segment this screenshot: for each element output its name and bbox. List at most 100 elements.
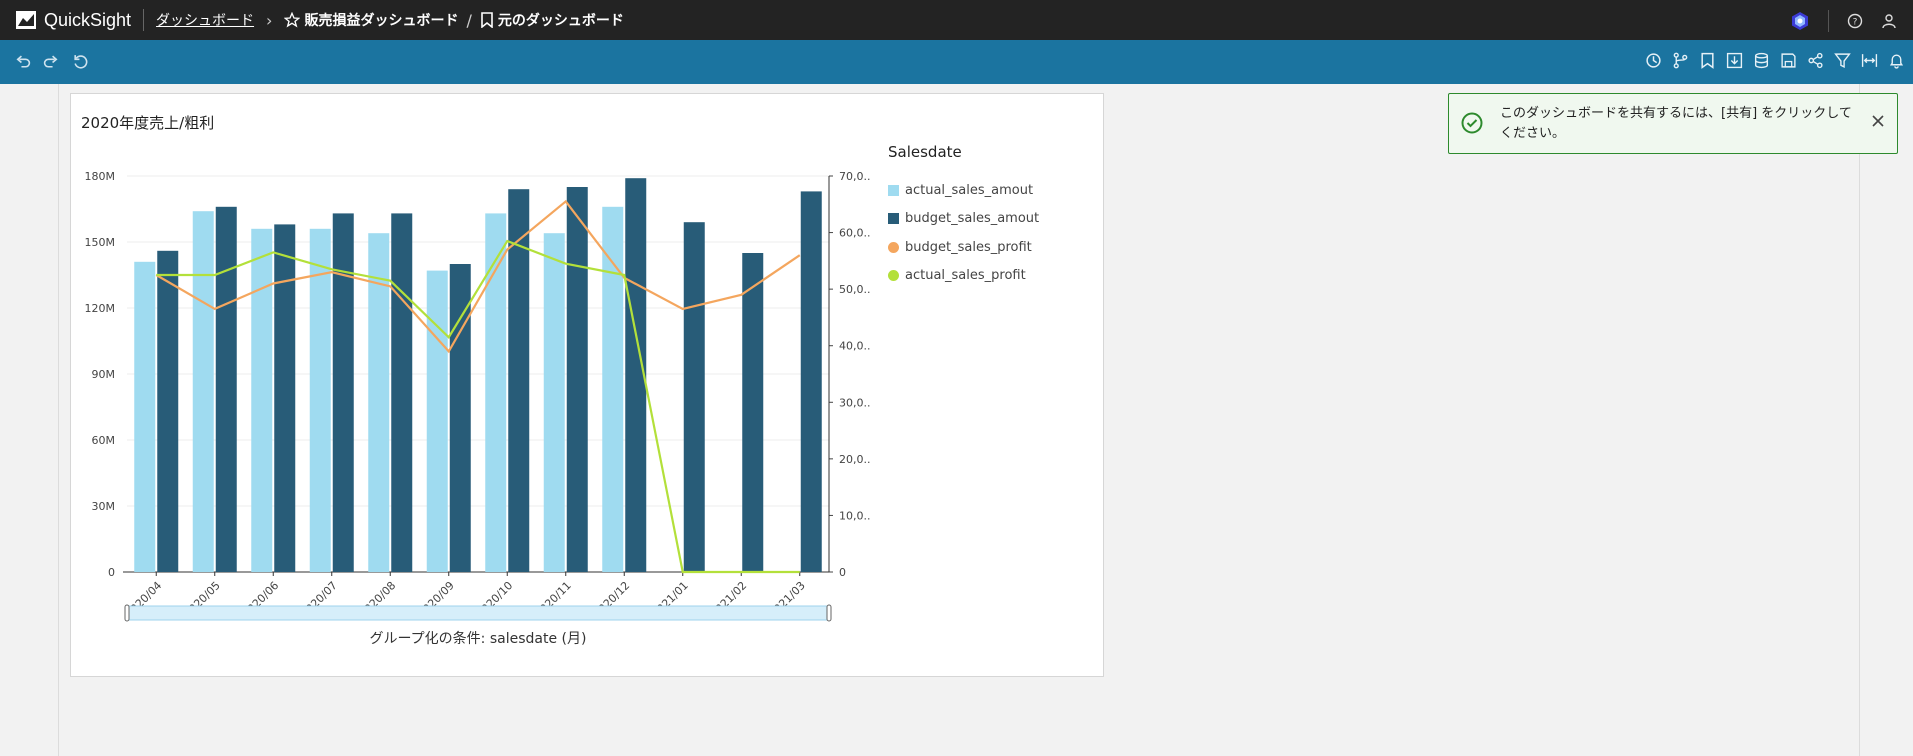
visual-card-combo-chart[interactable]: 2020年度売上/粗利 Salesdate actual_sales_amout… <box>70 93 1104 677</box>
user-icon[interactable] <box>1881 13 1897 29</box>
filter-icon[interactable] <box>1834 52 1851 69</box>
legend-swatch <box>888 241 899 253</box>
dashboard-name[interactable]: 販売損益ダッシュボード <box>284 10 458 30</box>
range-slider-handle-left <box>124 604 130 622</box>
bar-budget-sales-amout <box>800 191 822 572</box>
toolbar-actions <box>1645 52 1905 69</box>
branch-icon[interactable] <box>1672 52 1689 69</box>
bar-budget-sales-amout <box>274 224 296 572</box>
right-axis-tick-label: 0 <box>839 566 846 579</box>
schedule-clock-icon[interactable] <box>1645 52 1662 69</box>
line-actual-sales-profit <box>156 239 800 574</box>
legend-swatch <box>888 270 899 282</box>
success-check-icon <box>1461 112 1483 134</box>
divider <box>143 9 145 31</box>
original-dashboard-label: 元のダッシュボード <box>497 13 624 29</box>
bookmark-icon <box>481 12 493 28</box>
left-axis-tick-label: 30M <box>92 500 116 513</box>
save-icon[interactable] <box>1780 52 1797 69</box>
bar-actual-sales-amout <box>543 233 565 572</box>
undo-icon[interactable] <box>14 54 31 71</box>
history-controls <box>14 54 89 71</box>
range-slider-label: グループ化の条件: salesdate (月) <box>370 630 587 647</box>
right-axis-tick-label: 70,0... <box>839 170 871 183</box>
bar-budget-sales-amout <box>391 213 413 572</box>
bar-budget-sales-amout <box>449 264 471 572</box>
bar-actual-sales-amout <box>309 228 331 573</box>
legend-title: Salesdate <box>888 143 962 161</box>
canvas-left-boundary <box>58 84 59 756</box>
legend-item-budget-sales-amout[interactable]: budget_sales_amout <box>888 205 1039 234</box>
legend-swatch <box>888 184 899 196</box>
bar-budget-sales-amout <box>157 250 179 573</box>
legend-swatch <box>888 213 899 225</box>
slash-divider: / <box>466 10 472 30</box>
top-navigation-bar: QuickSight ダッシュボード › 販売損益ダッシュボード / 元のダッシ… <box>0 0 1913 40</box>
left-axis-tick-label: 60M <box>92 434 116 447</box>
chart-plot[interactable]: 0 30M 60M 90M 120M 150M 180M 0 10,0... 20,0... 30,… <box>71 154 872 674</box>
bookmark-toolbar-icon[interactable] <box>1699 52 1716 69</box>
legend-item-actual-sales-profit[interactable]: actual_sales_profit <box>888 262 1039 291</box>
bar-actual-sales-amout <box>426 270 448 572</box>
chevron-right-icon: › <box>266 10 273 30</box>
right-axis-tick-label: 60,0... <box>839 227 871 240</box>
redo-icon[interactable] <box>43 54 60 71</box>
left-axis-tick-label: 180M <box>85 170 116 183</box>
legend-label: budget_sales_profit <box>905 239 1032 255</box>
range-slider-handle-right <box>826 604 832 622</box>
bar-actual-sales-amout <box>134 261 156 572</box>
breadcrumb-dashboards-link[interactable]: ダッシュボード <box>156 13 255 29</box>
bar-budget-sales-amout <box>332 213 354 572</box>
left-axis-tick-label: 120M <box>85 302 116 315</box>
right-axis-tick-label: 20,0... <box>839 453 871 466</box>
line-budget-sales-profit <box>155 199 801 354</box>
divider <box>1828 10 1829 32</box>
top-right-controls: ? <box>1790 10 1897 32</box>
right-axis-tick-label: 50,0... <box>839 283 871 296</box>
quicksight-logo[interactable]: QuickSight <box>16 10 131 31</box>
bar-budget-sales-amout <box>742 253 764 572</box>
left-axis-tick-label: 0 <box>108 566 115 579</box>
left-axis-tick-label: 90M <box>92 368 116 381</box>
close-icon[interactable] <box>1871 114 1885 128</box>
share-icon[interactable] <box>1807 52 1824 69</box>
dashboard-name-label: 販売損益ダッシュボード <box>304 13 459 29</box>
star-icon[interactable] <box>284 12 301 28</box>
right-axis-tick-label: 10,0... <box>839 509 871 522</box>
original-dashboard-link[interactable]: 元のダッシュボード <box>480 10 624 30</box>
canvas-right-boundary <box>1859 84 1860 756</box>
chart-title: 2020年度売上/粗利 <box>81 114 215 132</box>
right-axis-tick-label: 30,0... <box>839 396 871 409</box>
bar-budget-sales-amout <box>566 187 588 572</box>
bar-actual-sales-amout <box>485 213 507 572</box>
dataset-icon[interactable] <box>1753 52 1770 69</box>
bar-budget-sales-amout <box>683 222 705 572</box>
export-download-icon[interactable] <box>1726 52 1743 69</box>
svg-text:?: ? <box>1853 18 1858 28</box>
legend-label: actual_sales_amout <box>905 182 1034 198</box>
legend-label: actual_sales_profit <box>905 268 1026 284</box>
bar-budget-sales-amout <box>625 178 647 572</box>
help-icon[interactable]: ? <box>1847 13 1863 29</box>
bar-actual-sales-amout <box>192 211 214 572</box>
dashboard-toolbar <box>0 40 1913 84</box>
reset-icon[interactable] <box>72 54 89 71</box>
fit-width-icon[interactable] <box>1861 52 1878 69</box>
quicksight-logo-icon <box>16 11 36 29</box>
bar-actual-sales-amout <box>251 228 273 573</box>
notification-bell-icon[interactable] <box>1888 52 1905 69</box>
brand-name: QuickSight <box>44 9 132 30</box>
bar-budget-sales-amout <box>508 189 530 572</box>
legend-label: budget_sales_amout <box>905 211 1040 227</box>
right-axis-tick-label: 40,0... <box>839 340 871 353</box>
bar-actual-sales-amout <box>368 233 390 572</box>
amazon-q-icon[interactable] <box>1790 11 1810 31</box>
left-axis-tick-label: 150M <box>85 236 116 249</box>
legend-item-budget-sales-profit[interactable]: budget_sales_profit <box>888 233 1039 262</box>
legend-item-actual-sales-amout[interactable]: actual_sales_amout <box>888 176 1039 205</box>
chart-legend: actual_sales_amout budget_sales_amout bu… <box>888 176 1039 290</box>
toast-message: このダッシュボードを共有するには、[共有] をクリックしてください。 <box>1500 106 1852 141</box>
range-slider-track <box>126 605 830 621</box>
bar-budget-sales-amout <box>215 206 237 573</box>
share-toast-notification: このダッシュボードを共有するには、[共有] をクリックしてください。 <box>1448 93 1898 154</box>
